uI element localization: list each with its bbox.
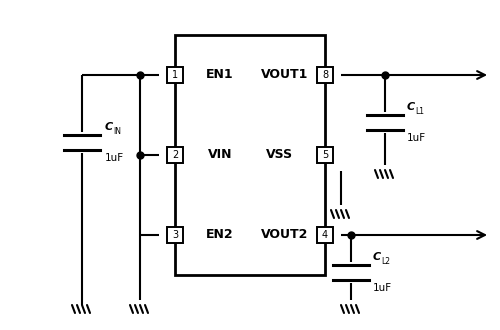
Text: 1uF: 1uF (407, 133, 426, 143)
Text: VOUT1: VOUT1 (262, 69, 308, 82)
Text: 3: 3 (172, 230, 178, 240)
Text: 2: 2 (172, 150, 178, 160)
Text: L2: L2 (381, 257, 390, 267)
Text: VIN: VIN (208, 148, 232, 161)
Text: 4: 4 (322, 230, 328, 240)
Text: 1uF: 1uF (105, 153, 124, 163)
Bar (317, 67, 333, 83)
Bar (175, 35, 325, 275)
Bar (317, 147, 333, 163)
Bar (167, 227, 183, 243)
Text: EN2: EN2 (206, 228, 234, 242)
Text: C: C (373, 252, 381, 262)
Text: L1: L1 (415, 108, 424, 116)
Bar (167, 147, 183, 163)
Text: 5: 5 (322, 150, 328, 160)
Text: VOUT2: VOUT2 (262, 228, 308, 242)
Text: VSS: VSS (266, 148, 293, 161)
Text: 1: 1 (172, 70, 178, 80)
Text: 8: 8 (322, 70, 328, 80)
Text: IN: IN (113, 127, 121, 137)
Text: 1uF: 1uF (373, 283, 392, 293)
Text: EN1: EN1 (206, 69, 234, 82)
Bar (317, 227, 333, 243)
Text: C: C (105, 122, 113, 132)
Text: C: C (407, 102, 415, 112)
Bar (167, 67, 183, 83)
